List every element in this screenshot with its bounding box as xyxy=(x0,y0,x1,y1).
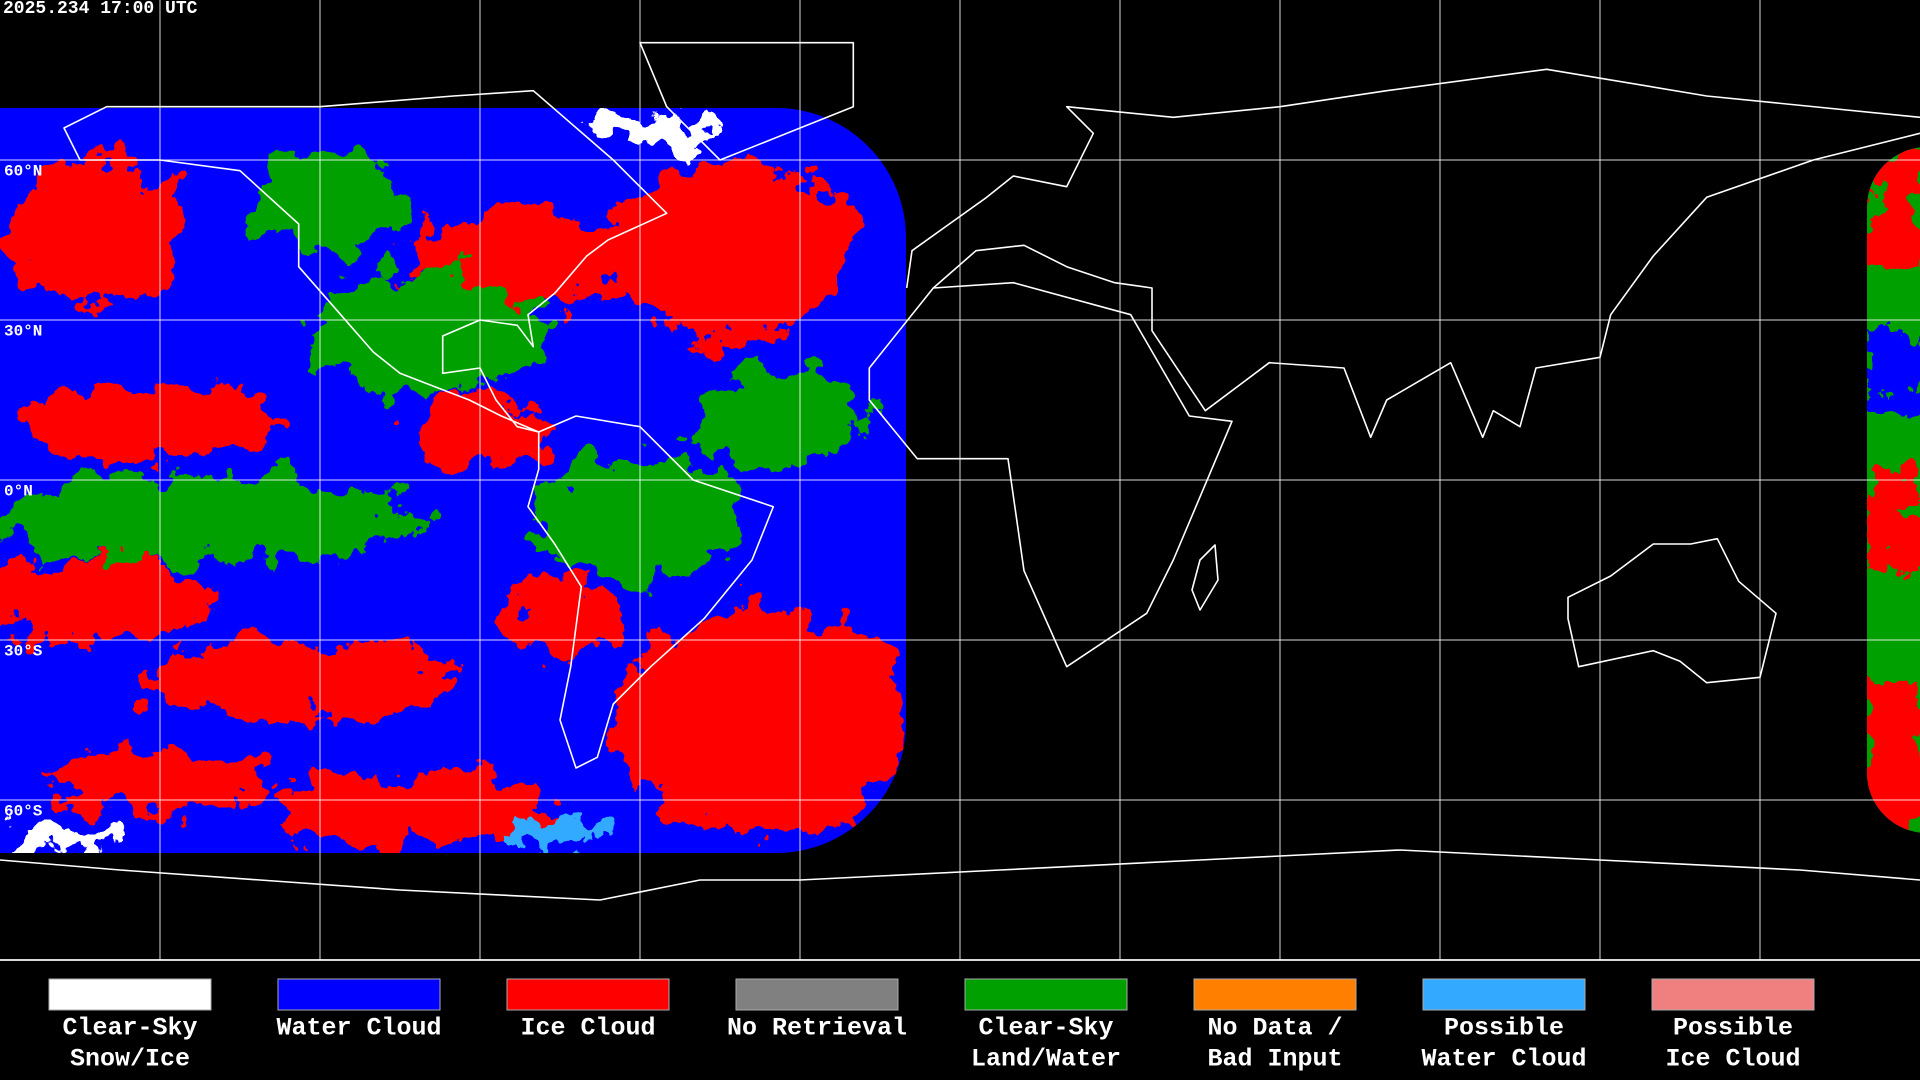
legend-swatch xyxy=(1193,978,1357,1011)
legend-label: Clear-Sky xyxy=(978,1014,1113,1043)
legend-swatch xyxy=(506,978,670,1011)
legend-swatch xyxy=(1422,978,1586,1011)
legend-label: Water Cloud xyxy=(1421,1045,1586,1074)
legend-swatch xyxy=(964,978,1128,1011)
legend-label: No Retrieval xyxy=(727,1014,907,1043)
latitude-label: 30°N xyxy=(4,322,42,340)
latitude-label: 60°N xyxy=(4,162,42,180)
latitude-label: 0°N xyxy=(4,482,33,500)
latitude-label: 60°S xyxy=(4,802,43,820)
legend-label: Snow/Ice xyxy=(70,1045,190,1074)
legend-item: Water Cloud xyxy=(276,978,442,1043)
legend-label: Ice Cloud xyxy=(1665,1045,1800,1074)
legend-label: Land/Water xyxy=(971,1045,1121,1074)
legend-label: No Data / xyxy=(1207,1014,1342,1043)
latitude-labels: 60°N 30°N 0°N 30°S 60°S xyxy=(4,162,43,820)
legend-label: Possible xyxy=(1444,1014,1564,1043)
graticule xyxy=(0,0,1920,961)
timestamp: 2025.234 17:00 UTC xyxy=(3,0,198,19)
legend-item: No Retrieval xyxy=(727,978,907,1043)
legend-label: Water Cloud xyxy=(276,1014,441,1043)
legend-item: Ice Cloud xyxy=(506,978,670,1043)
legend-swatch xyxy=(1651,978,1815,1011)
legend-label: Bad Input xyxy=(1207,1045,1342,1074)
legend-label: Clear-Sky xyxy=(62,1014,197,1043)
satellite-swath-east xyxy=(1867,147,1920,833)
legend-item: No Data /Bad Input xyxy=(1193,978,1357,1074)
legend-swatch xyxy=(735,978,899,1011)
legend-swatch xyxy=(277,978,441,1011)
legend-swatch xyxy=(48,978,212,1011)
latitude-label: 30°S xyxy=(4,642,43,660)
legend-label: Ice Cloud xyxy=(520,1014,655,1043)
legend-label: Possible xyxy=(1673,1014,1793,1043)
